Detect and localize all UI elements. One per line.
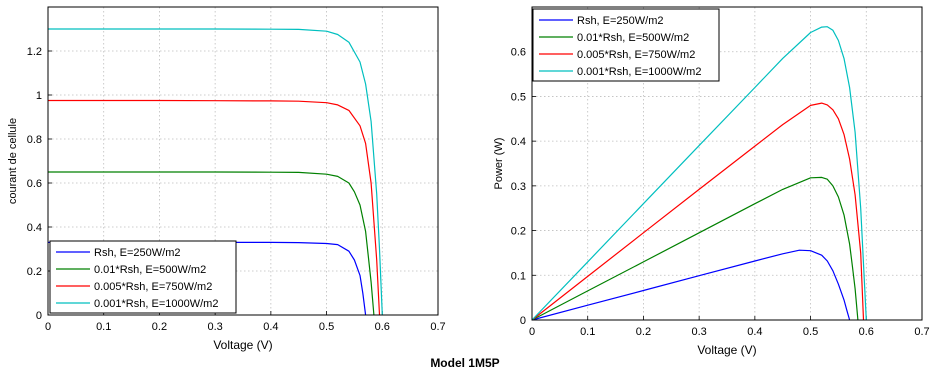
x-tick-label: 0.1 — [580, 326, 595, 338]
legend: Rsh, E=250W/m2 0.01*Rsh, E=500W/m2 0.005*R… — [532, 8, 720, 82]
x-tick-label: 0.2 — [636, 326, 651, 338]
figure-caption: Model 1M5P — [430, 356, 500, 370]
y-tick-label: 0.2 — [27, 266, 42, 278]
legend-label-2: 0.01*Rsh, E=500W/m2 — [94, 264, 206, 276]
legend-label-2: 0.01*Rsh, E=500W/m2 — [577, 32, 689, 44]
series-line-4 — [48, 28, 383, 316]
y-tick-label: 0.3 — [511, 181, 526, 193]
legend-label-1: Rsh, E=250W/m2 — [577, 15, 664, 27]
x-tick-label: 0.3 — [207, 321, 222, 333]
legend-label-4: 0.001*Rsh, E=1000W/m2 — [94, 298, 218, 310]
axes-frame — [47, 6, 439, 316]
y-tick-label: 0.4 — [511, 136, 526, 148]
x-tick-label: 0.3 — [691, 326, 706, 338]
y-tick-label: 0.1 — [511, 270, 526, 282]
x-tick-label: 0.7 — [430, 321, 445, 333]
y-tick-label: 0.6 — [511, 47, 526, 59]
x-axis-label: Voltage (V) — [697, 343, 756, 357]
x-tick-label: 0.1 — [96, 321, 111, 333]
x-tick-label: 0.6 — [859, 326, 874, 338]
x-tick-label: 0 — [45, 321, 51, 333]
y-axis-label: courant de cellule — [7, 118, 19, 204]
y-tick-label: 0.8 — [27, 134, 42, 146]
y-tick-label: 0.5 — [511, 91, 526, 103]
series-line-3 — [48, 99, 381, 316]
series-line-4 — [531, 26, 867, 321]
series-line-3 — [531, 102, 865, 321]
y-axis-label: Power (W) — [493, 138, 505, 190]
x-tick-label: 0.4 — [263, 321, 278, 333]
legend: Rsh, E=250W/m2 0.01*Rsh, E=500W/m2 0.005*R… — [49, 240, 237, 314]
x-tick-label: 0.2 — [152, 321, 167, 333]
legend-label-4: 0.001*Rsh, E=1000W/m2 — [577, 66, 701, 78]
series-line-2 — [48, 171, 375, 316]
x-tick-label: 0.5 — [803, 326, 818, 338]
x-tick-label: 0.6 — [375, 321, 390, 333]
y-tick-label: 0.4 — [27, 222, 42, 234]
y-tick-label: 1.2 — [27, 46, 42, 58]
legend-label-3: 0.005*Rsh, E=750W/m2 — [94, 281, 212, 293]
series-line-2 — [531, 176, 859, 321]
x-tick-label: 0.4 — [747, 326, 762, 338]
x-tick-label: 0 — [529, 326, 535, 338]
chart-2: 0 0.1 0.2 0.3 0.4 0.5 0.6 0.7 0 0.1 0.2 0.3 0.4 0.5 0.… — [493, 6, 930, 357]
y-tick-label: 0.6 — [27, 178, 42, 190]
legend-box — [49, 240, 237, 314]
axes-frame — [531, 6, 923, 321]
legend-label-3: 0.005*Rsh, E=750W/m2 — [577, 49, 695, 61]
y-tick-label: 0.2 — [511, 226, 526, 238]
y-tick-label: 0 — [36, 310, 42, 322]
series-line-1 — [531, 249, 851, 321]
legend-box — [532, 8, 720, 82]
x-axis-label: Voltage (V) — [213, 338, 272, 352]
chart-1: 0 0.1 0.2 0.3 0.4 0.5 0.6 0.7 0 0.2 0.4 0.6 0.8 1 1.2 V… — [7, 6, 446, 352]
y-tick-label: 1 — [36, 90, 42, 102]
x-tick-label: 0.5 — [319, 321, 334, 333]
legend-label-1: Rsh, E=250W/m2 — [94, 247, 181, 259]
y-tick-label: 0 — [520, 315, 526, 327]
x-tick-label: 0.7 — [914, 326, 929, 338]
